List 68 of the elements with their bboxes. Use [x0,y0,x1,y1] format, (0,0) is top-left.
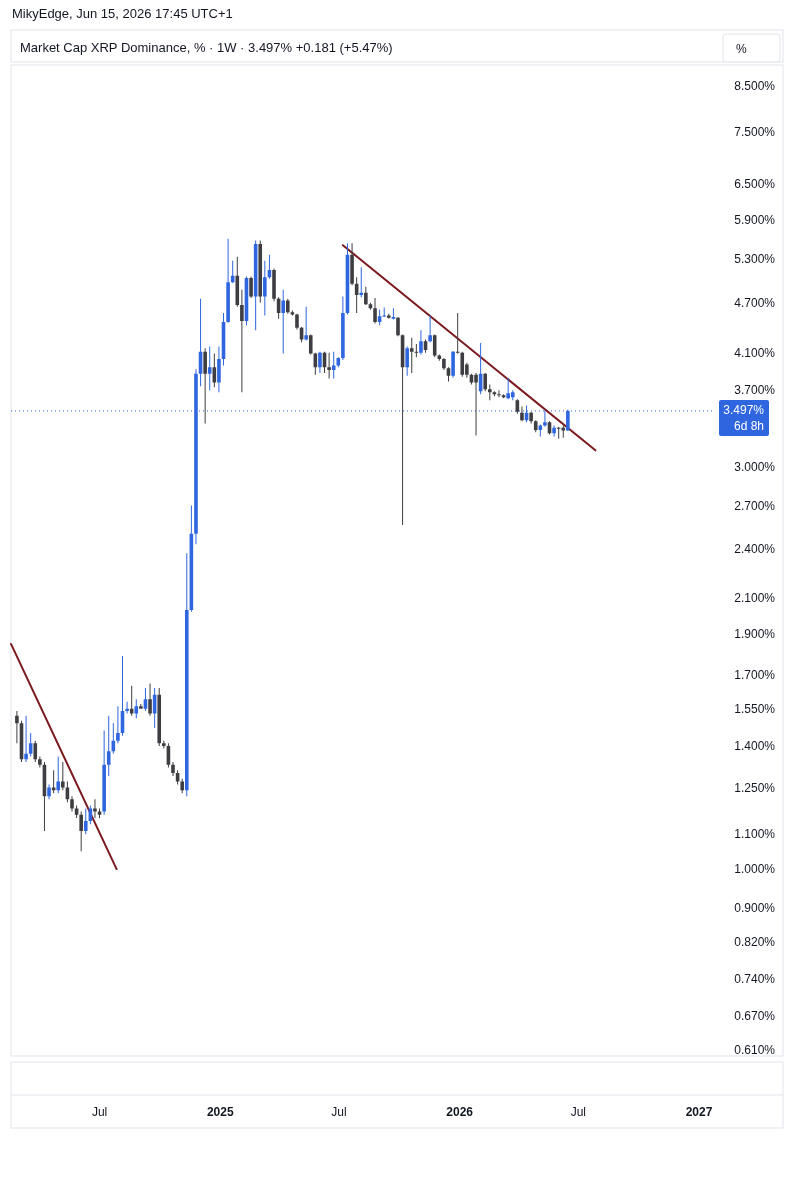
y-tick-label: 1.000% [734,862,776,877]
y-tick-label: 2.400% [734,541,776,556]
y-tick-label: 3.700% [734,383,776,398]
candlestick [83,808,88,835]
candlestick [93,799,97,818]
y-tick-label: 4.700% [734,295,776,310]
y-tick-label: 0.820% [734,934,776,949]
x-tick-label: Jul [91,1105,108,1119]
x-tick-label: Jul [331,1105,347,1119]
candlestick [409,337,414,373]
candlestick [162,740,166,749]
candlestick [488,384,492,401]
candlestick [304,306,308,341]
candlestick [387,313,391,319]
candlestick [373,298,377,324]
y-tick-label: 1.100% [734,827,776,842]
x-tick-label: Jul [570,1105,587,1119]
chart-subtitle: MikyEdge, Jun 15, 2026 17:45 UTC+1 [12,6,233,21]
x-tick-label: 2025 [206,1105,234,1119]
y-tick-label: 4.100% [734,345,776,360]
candlestick [226,238,230,323]
candlestick [382,307,387,318]
y-tick-label: 1.900% [734,627,776,642]
y-tick-label: 0.610% [734,1043,776,1058]
y-tick-label: 2.700% [734,498,776,513]
y-tick-label: 5.300% [734,251,776,266]
candlestick [15,711,19,744]
annotation: 6d 8h [733,418,764,433]
candlestick [139,704,143,709]
candlestick [281,289,285,354]
candlestick [116,706,120,744]
y-tick-label: 0.670% [734,1008,776,1023]
candlestick [106,715,111,776]
candlestick [359,267,364,298]
candlestick [38,756,42,768]
candlestick [24,715,28,762]
candlestick [263,260,267,316]
candlestick [474,372,478,436]
y-tick-label: 8.500% [734,79,776,94]
candlestick [331,351,336,379]
candlestick [203,348,207,424]
ref-line-label: 3.497% [723,402,765,417]
y-tick-label: 1.700% [734,668,776,683]
y-tick-label: 6.500% [734,177,776,192]
y-tick-label: 2.100% [734,590,776,605]
candlestick [455,313,460,354]
x-tick-label: 2026 [446,1105,474,1119]
y-tick-label: 0.740% [734,972,776,987]
candlestick [207,346,212,391]
y-tick-label: 0.900% [734,900,776,915]
candlestick [308,334,313,355]
candlestick [428,315,432,343]
candlestick [327,352,331,379]
candlestick [134,699,139,719]
y-tick-label: 1.250% [734,780,776,795]
candlestick [497,390,501,398]
candlestick [419,330,423,355]
y-tick-label: 1.550% [734,701,776,716]
candlestick [533,420,538,433]
chart-title: Market Cap XRP Dominance, % · 1W · 3.497% +0.181 (+5.47%) [20,40,393,55]
y-tick-label: 7.500% [734,124,776,139]
text: % [736,42,747,56]
candlestick [240,289,244,393]
x-tick-label: 2027 [685,1105,713,1119]
y-tick-label: 5.900% [734,212,776,227]
y-tick-label: 3.000% [734,460,776,475]
candlestick [70,796,74,812]
y-tick-label: 1.400% [734,739,776,754]
